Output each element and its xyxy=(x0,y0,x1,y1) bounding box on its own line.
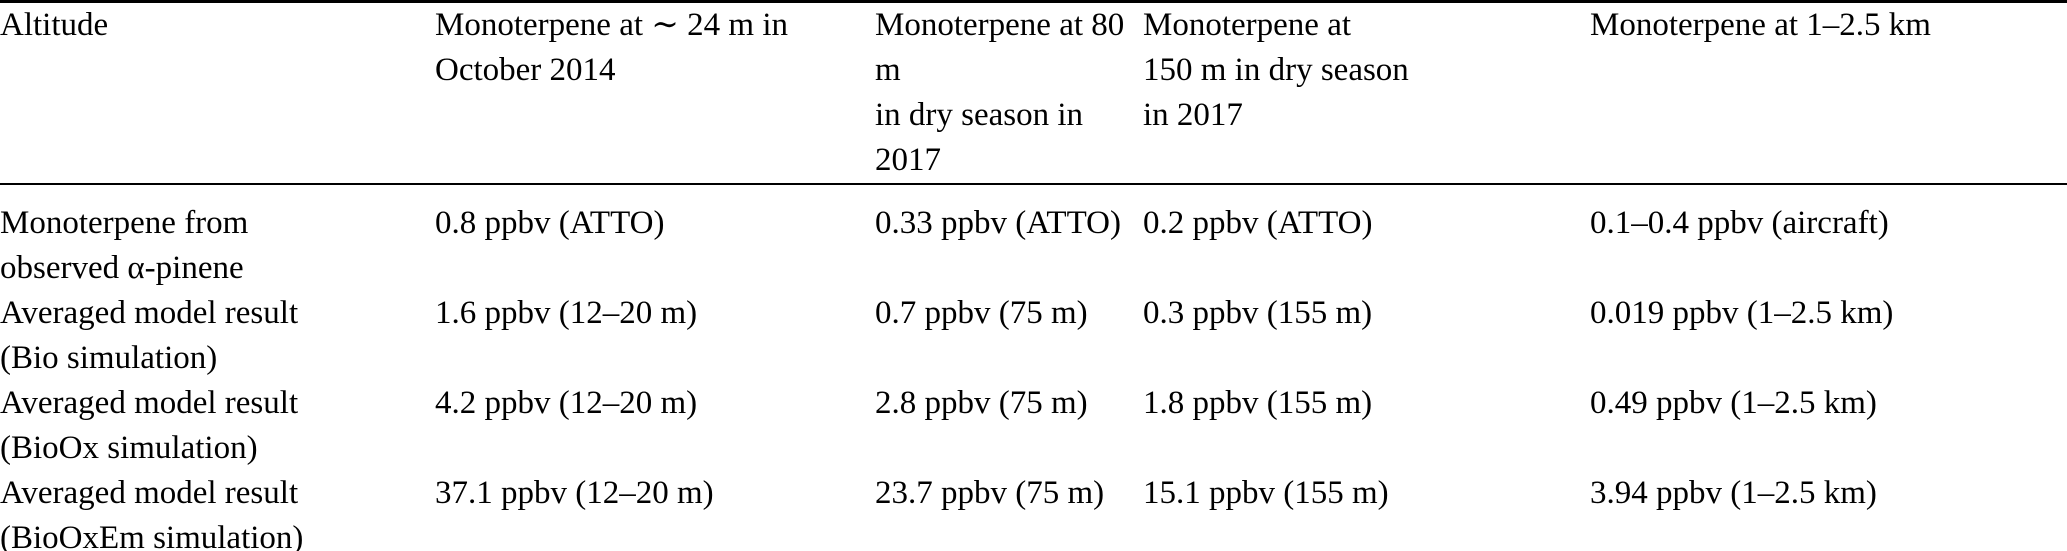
column-header-150m-dry2017: Monoterpene at 150 m in dry season in 20… xyxy=(1143,1,1590,185)
table-body: Monoterpene from observed α-pinene 0.8 p… xyxy=(0,184,2067,551)
cell-observed-24m: 0.8 ppbv (ATTO) xyxy=(435,205,665,241)
table-row-biooxem: Averaged model result (BioOxEm simulatio… xyxy=(0,471,2067,551)
column-header-altitude: Altitude xyxy=(0,1,435,185)
cell-biooxem-150m: 15.1 ppbv (155 m) xyxy=(1143,475,1389,511)
cell-bio-aloft: 0.019 ppbv (1–2.5 km) xyxy=(1590,295,1894,331)
column-header-1-2.5km: Monoterpene at 1–2.5 km xyxy=(1590,1,2067,185)
cell-bioox-24m: 4.2 ppbv (12–20 m) xyxy=(435,385,698,421)
cell-bioox-80m: 2.8 ppbv (75 m) xyxy=(875,385,1088,421)
column-header-80m-dry2017: Monoterpene at 80 m in dry season in 201… xyxy=(875,1,1143,185)
row-label-bio: Averaged model result (Bio simulation) xyxy=(0,295,299,376)
row-label-bioox: Averaged model result (BioOx simulation) xyxy=(0,385,299,466)
cell-bio-24m: 1.6 ppbv (12–20 m) xyxy=(435,295,698,331)
cell-observed-aircraft: 0.1–0.4 ppbv (aircraft) xyxy=(1590,205,1889,241)
cell-bioox-aloft: 0.49 ppbv (1–2.5 km) xyxy=(1590,385,1877,421)
cell-bioox-150m: 1.8 ppbv (155 m) xyxy=(1143,385,1373,421)
cell-bio-80m: 0.7 ppbv (75 m) xyxy=(875,295,1088,331)
header-row: Altitude Monoterpene at ∼ 24 m in Octobe… xyxy=(0,1,2067,185)
table-row-observed: Monoterpene from observed α-pinene 0.8 p… xyxy=(0,184,2067,291)
column-header-24m-oct2014: Monoterpene at ∼ 24 m in October 2014 xyxy=(435,1,875,185)
table-header: Altitude Monoterpene at ∼ 24 m in Octobe… xyxy=(0,1,2067,185)
cell-observed-80m: 0.33 ppbv (ATTO) xyxy=(875,205,1121,241)
row-label-observed: Monoterpene from observed α-pinene xyxy=(0,205,249,286)
cell-biooxem-aloft: 3.94 ppbv (1–2.5 km) xyxy=(1590,475,1877,511)
cell-biooxem-80m: 23.7 ppbv (75 m) xyxy=(875,475,1105,511)
cell-observed-150m: 0.2 ppbv (ATTO) xyxy=(1143,205,1373,241)
row-label-biooxem: Averaged model result (BioOxEm simulatio… xyxy=(0,475,304,551)
cell-bio-150m: 0.3 ppbv (155 m) xyxy=(1143,295,1373,331)
table-row-bio: Averaged model result (Bio simulation) 1… xyxy=(0,291,2067,381)
table-row-bioox: Averaged model result (BioOx simulation)… xyxy=(0,381,2067,471)
cell-biooxem-24m: 37.1 ppbv (12–20 m) xyxy=(435,475,714,511)
